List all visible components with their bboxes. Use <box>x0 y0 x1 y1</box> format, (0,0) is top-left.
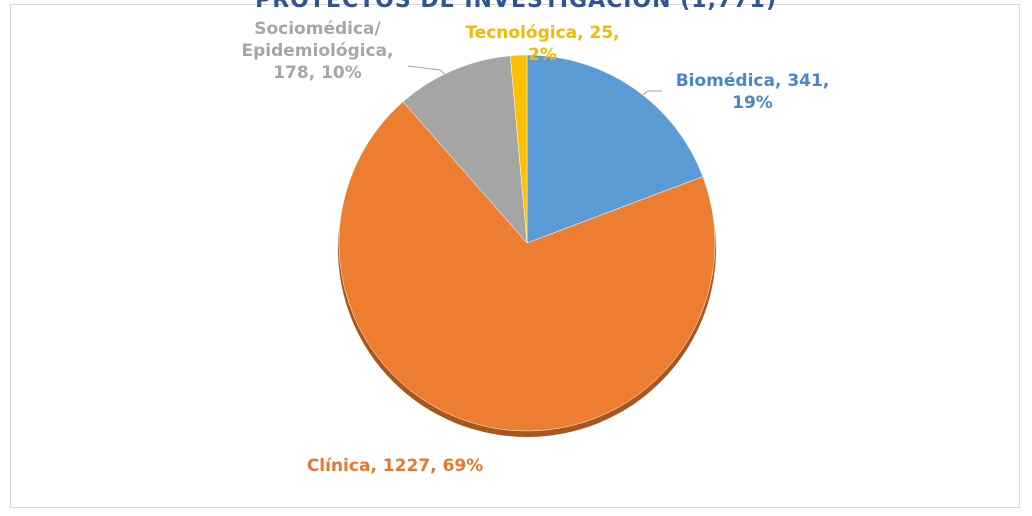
pie-slice <box>338 101 716 432</box>
data-label: Clínica, 1227, 69% <box>306 456 484 476</box>
chart-frame <box>10 4 1020 508</box>
pie-slice <box>510 54 528 244</box>
chart-title: PROYECTOS DE INVESTIGACIÓN (1,771) <box>255 0 777 13</box>
data-label: Biomédica, 341, 19% <box>675 71 830 113</box>
pie-slice <box>402 55 528 244</box>
data-label: Tecnológica, 25, 2% <box>465 23 620 65</box>
data-label: Sociomédica/ Epidemiológica, 178, 10% <box>241 19 394 83</box>
pie-slice <box>526 54 704 244</box>
